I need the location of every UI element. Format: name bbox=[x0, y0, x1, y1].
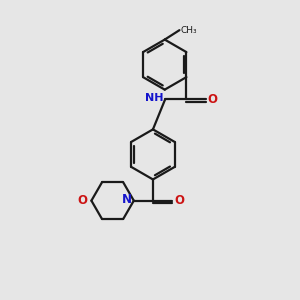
Text: O: O bbox=[208, 93, 218, 106]
Text: O: O bbox=[174, 194, 184, 207]
Text: CH₃: CH₃ bbox=[181, 26, 197, 35]
Text: N: N bbox=[122, 193, 132, 206]
Text: NH: NH bbox=[145, 93, 164, 103]
Text: O: O bbox=[78, 194, 88, 207]
